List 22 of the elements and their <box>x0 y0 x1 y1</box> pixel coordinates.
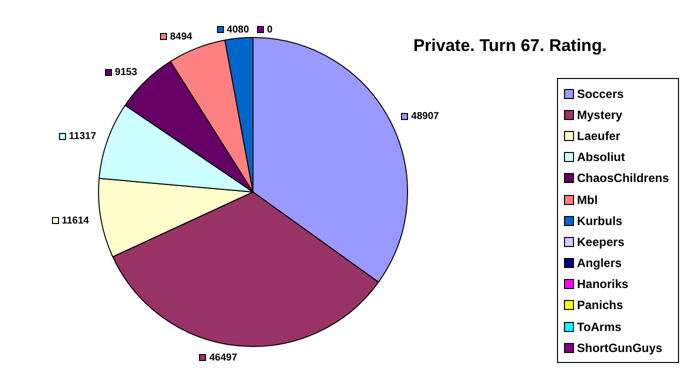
legend-label: ChaosChildrens <box>577 171 670 186</box>
data-label: 46497 <box>209 352 238 364</box>
data-label: 11614 <box>62 215 90 226</box>
legend-label: Mystery <box>577 108 622 122</box>
legend-label: Keepers <box>577 234 624 249</box>
legend-label: Panichs <box>577 298 624 312</box>
data-label: 11317 <box>68 130 97 142</box>
text: 0 <box>267 24 273 36</box>
legend-label: Absoliut <box>577 150 625 164</box>
legend-label: ShortGunGuys <box>577 340 662 355</box>
legend-label: ToArms <box>577 320 622 334</box>
legend-label: Hanoriks <box>577 277 628 292</box>
data-label: 8494 <box>170 32 193 43</box>
data-label: 48907 <box>411 110 440 122</box>
legend-label: Anglers <box>577 256 622 270</box>
legend-label: Kurbuls <box>577 214 622 228</box>
legend-label: Soccers <box>577 86 624 101</box>
data-label: 9153 <box>114 67 138 78</box>
legend-label: Mbl <box>577 192 598 207</box>
legend-label: Laeufer <box>577 128 620 143</box>
data-label: 4080 <box>226 24 250 36</box>
text: Private. Turn 67. Rating. <box>412 36 608 56</box>
